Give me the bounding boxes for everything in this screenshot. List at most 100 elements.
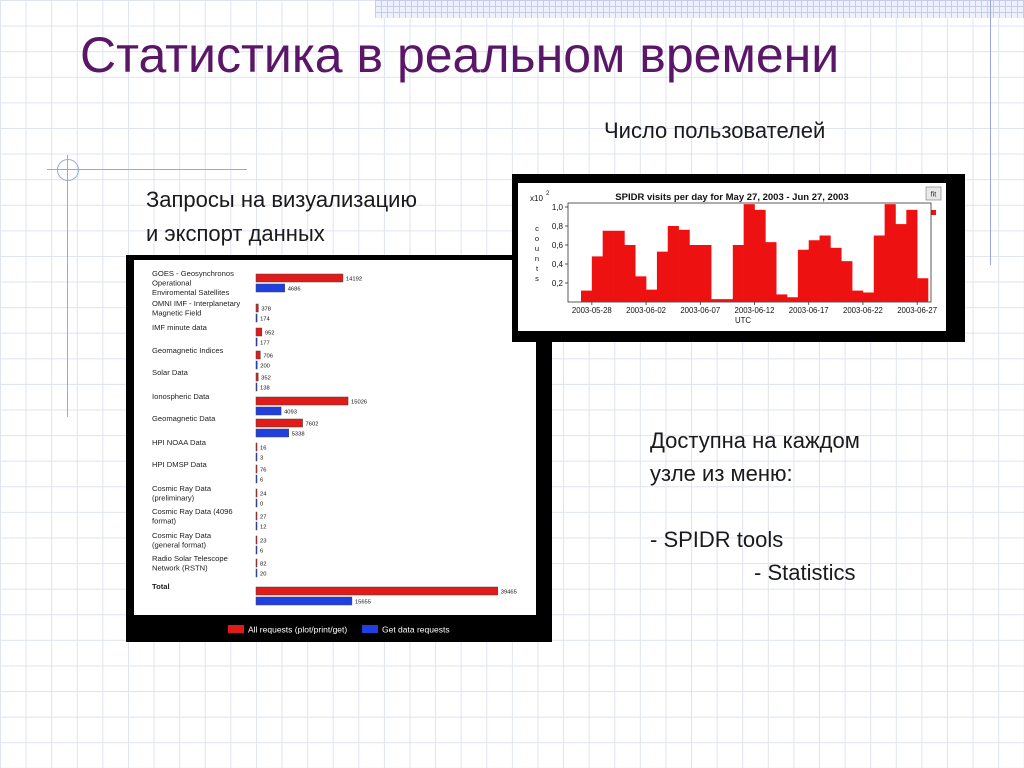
data-requests-value-label: 12	[260, 525, 266, 531]
category-label: Cosmic Ray Data (4096	[152, 507, 233, 516]
legend-swatch	[228, 625, 244, 633]
left-vertical-line	[67, 155, 68, 417]
visits-bar	[906, 209, 918, 302]
visits-bar	[884, 204, 896, 302]
data-requests-bar	[255, 337, 258, 347]
all-requests-value-label: 23	[260, 539, 266, 545]
y-scale-label: x10	[530, 194, 543, 203]
all-requests-bar	[255, 303, 259, 313]
data-requests-bar	[255, 568, 258, 578]
menu-line2: узле из меню:	[650, 461, 793, 486]
y-scale-exponent: 2	[546, 191, 550, 197]
menu-item-statistics: - Statistics	[754, 560, 856, 585]
all-requests-bar	[255, 350, 261, 360]
all-requests-bar	[255, 464, 258, 474]
category-label: IMF minute data	[152, 323, 208, 332]
y-axis-label-letter: c	[535, 224, 539, 233]
all-requests-value-label: 24	[260, 492, 267, 498]
data-requests-value-label: 15655	[355, 600, 371, 606]
requests-legend-background	[134, 617, 536, 642]
y-tick-label: 0,2	[552, 279, 564, 288]
fit-button-label: fit	[931, 192, 937, 199]
all-requests-bar	[255, 558, 258, 568]
data-requests-bar	[255, 521, 258, 531]
visits-bar	[689, 245, 701, 302]
left-circle-decoration	[57, 159, 79, 181]
category-label: Radio Solar Telescope	[152, 554, 228, 563]
users-heading: Число пользователей	[604, 118, 826, 143]
y-axis-label-letter: s	[535, 274, 539, 283]
visits-bar	[711, 299, 723, 302]
visits-bar	[852, 290, 864, 302]
category-label: OMNI IMF - Interplanetary	[152, 299, 240, 308]
visits-per-day-chart: SPIDR visits per day for May 27, 2003 - …	[512, 174, 965, 342]
visits-chart-svg: SPIDR visits per day for May 27, 2003 - …	[518, 183, 946, 331]
visits-bar	[819, 235, 831, 302]
x-tick-label: 2003-06-02	[626, 306, 666, 315]
data-requests-bar	[255, 545, 258, 555]
menu-line1: Доступна на каждом	[650, 428, 860, 453]
all-requests-bar	[255, 372, 259, 382]
data-requests-value-label: 138	[260, 386, 270, 392]
x-tick-label: 2003-06-17	[789, 306, 829, 315]
y-tick-label: 0,4	[552, 260, 564, 269]
requests-legend: All requests (plot/print/get) Get data re…	[228, 625, 450, 635]
category-label: GOES - Geosynchronos	[152, 269, 234, 278]
requests-heading-line2: и экспорт данных	[146, 221, 325, 246]
data-requests-bar	[255, 382, 258, 392]
all-requests-bar	[255, 511, 258, 521]
data-requests-bar	[255, 452, 258, 462]
y-axis-label-letter: o	[535, 234, 539, 243]
visits-bar	[667, 226, 679, 302]
x-tick-label: 2003-06-27	[897, 306, 937, 315]
right-vertical-line	[990, 0, 991, 265]
visits-bar	[646, 289, 658, 302]
visits-bar	[656, 251, 669, 302]
all-requests-value-label: 76	[260, 468, 266, 474]
visits-bar	[873, 235, 885, 302]
requests-bars: 1419246863781749521777062003521381502640…	[255, 273, 517, 606]
category-label: Magnetic Field	[152, 309, 201, 318]
legend-swatch	[362, 625, 378, 633]
all-requests-bar	[255, 488, 258, 498]
data-requests-bar	[255, 283, 285, 293]
category-label: Total	[152, 582, 170, 591]
data-requests-value-label: 4093	[284, 410, 297, 416]
y-axis-label-letter: n	[535, 254, 539, 263]
all-requests-value-label: 16	[260, 446, 266, 452]
data-requests-value-label: 6	[260, 478, 263, 484]
visits-bar	[721, 299, 734, 302]
data-requests-value-label: 174	[260, 317, 270, 323]
data-requests-value-label: 3	[260, 456, 263, 462]
menu-spacer	[650, 490, 860, 523]
x-tick-label: 2003-06-12	[735, 306, 775, 315]
requests-chart-svg: 1419246863781749521777062003521381502640…	[134, 260, 536, 642]
all-requests-value-label: 378	[261, 307, 271, 313]
category-label: HPI DMSP Data	[152, 460, 207, 469]
category-label: Operational	[152, 279, 192, 288]
all-requests-value-label: 14192	[346, 277, 362, 283]
visits-bar	[917, 278, 929, 302]
visits-bar	[862, 292, 875, 302]
category-label: Network (RSTN)	[152, 564, 208, 573]
x-tick-label: 2003-06-07	[680, 306, 720, 315]
requests-heading-line1: Запросы на визуализацию	[146, 187, 417, 212]
category-label: Ionospheric Data	[152, 392, 210, 401]
data-requests-bar	[255, 313, 258, 323]
data-requests-bar	[255, 498, 258, 508]
data-requests-value-label: 200	[260, 364, 270, 370]
data-requests-value-label: 6	[260, 549, 263, 555]
all-requests-value-label: 952	[265, 331, 275, 337]
data-requests-bar	[255, 428, 289, 438]
category-label: Solar Data	[152, 368, 189, 377]
visits-bar	[700, 245, 712, 302]
category-label: format)	[152, 517, 177, 526]
y-tick-label: 1,0	[552, 203, 564, 212]
category-label: Geomagnetic Data	[152, 414, 216, 423]
requests-bar-chart: 14192 4686 378 174 952 177 706 200 352 138 15026 40…	[126, 255, 552, 642]
legend-label: Get data requests	[382, 625, 450, 635]
y-axis-label-letter: u	[535, 244, 539, 253]
all-requests-bar	[255, 535, 258, 545]
all-requests-bar	[255, 273, 344, 283]
visits-bar	[841, 261, 853, 302]
